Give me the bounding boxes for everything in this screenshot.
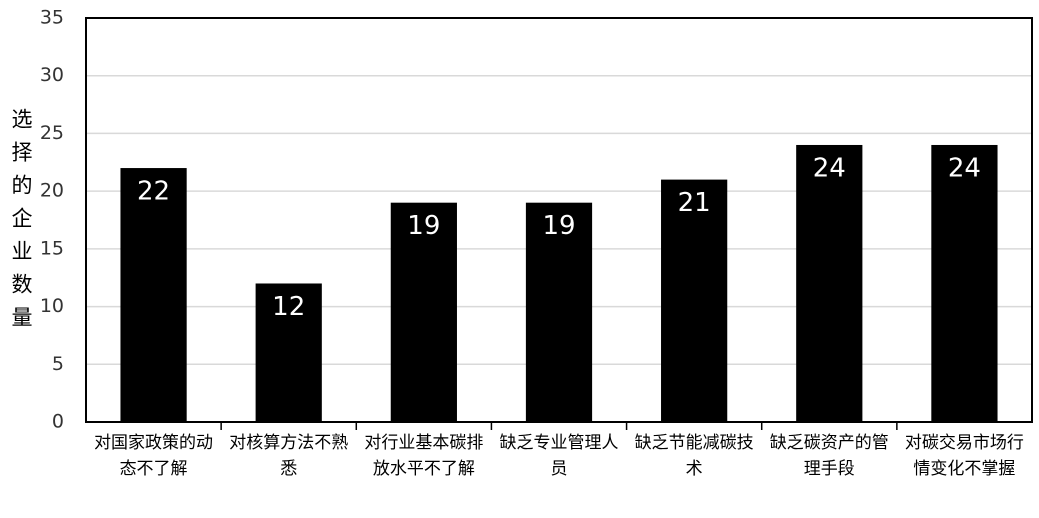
y-axis-label: 选择的企业数量 (9, 107, 33, 339)
value-label: 19 (407, 211, 440, 241)
value-label: 24 (948, 153, 981, 183)
bar (525, 202, 593, 422)
x-tick-label: 缺乏碳资产的管理手段 (769, 433, 889, 479)
value-label: 12 (272, 292, 305, 322)
x-tick-label: 缺乏节能减碳技术 (634, 433, 754, 479)
value-label: 22 (137, 177, 170, 207)
x-tick-label: 对核算方法不熟悉 (229, 433, 349, 479)
y-tick-label: 15 (40, 237, 64, 259)
bar (796, 144, 863, 422)
bar (120, 168, 187, 422)
x-tick-label: 对国家政策的动态不了解 (94, 433, 214, 479)
bar (390, 202, 457, 422)
value-label: 21 (678, 188, 711, 218)
y-tick-label: 5 (52, 353, 64, 375)
y-tick-label: 30 (40, 64, 64, 86)
value-label: 19 (542, 211, 575, 241)
bar (661, 179, 728, 422)
y-tick-label: 0 (52, 411, 64, 433)
value-label: 24 (813, 153, 846, 183)
y-tick-label: 25 (40, 122, 64, 144)
x-tick-label: 对行业基本碳排放水平不了解 (364, 433, 484, 479)
y-tick-label: 20 (40, 180, 64, 202)
bar (255, 283, 322, 422)
x-tick-label: 对碳交易市场行情变化不掌握 (904, 433, 1024, 479)
y-tick-label: 35 (40, 7, 64, 29)
x-tick-label: 缺乏专业管理人员 (499, 433, 619, 479)
bar (931, 144, 998, 422)
y-tick-label: 10 (40, 295, 64, 317)
